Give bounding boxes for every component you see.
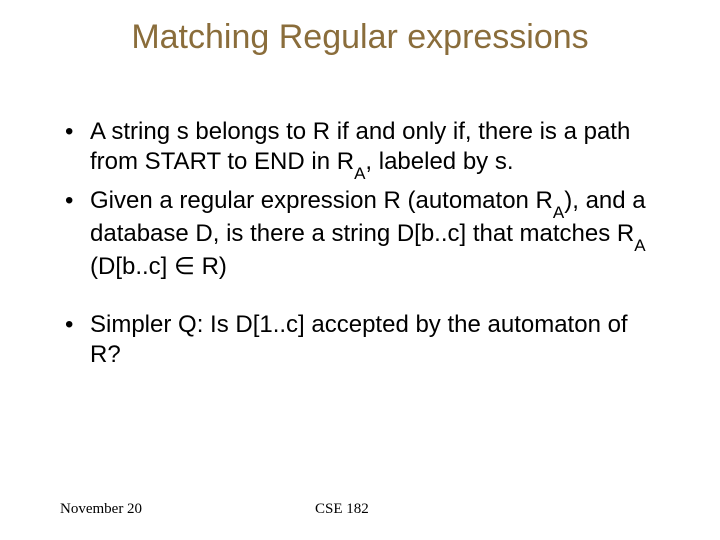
bullet-list: A string s belongs to R if and only if, … xyxy=(60,117,660,282)
footer-date: November 20 xyxy=(60,501,142,518)
subscript: A xyxy=(634,236,645,255)
bullet-text: Given a regular expression R (automaton … xyxy=(90,187,553,214)
bullet-text: (D[b..c] ∈ R) xyxy=(90,253,227,280)
subscript: A xyxy=(354,164,365,183)
bullet-text: , labeled by s. xyxy=(365,148,513,175)
bullet-item: Given a regular expression R (automaton … xyxy=(60,186,660,282)
subscript: A xyxy=(553,203,564,222)
bullet-list: Simpler Q: Is D[1..c] accepted by the au… xyxy=(60,310,660,370)
spacer xyxy=(60,288,660,310)
bullet-text: Simpler Q: Is D[1..c] accepted by the au… xyxy=(90,311,628,368)
bullet-item: A string s belongs to R if and only if, … xyxy=(60,117,660,180)
slide-body: A string s belongs to R if and only if, … xyxy=(0,57,720,370)
bullet-item: Simpler Q: Is D[1..c] accepted by the au… xyxy=(60,310,660,370)
footer-course: CSE 182 xyxy=(315,501,369,518)
slide-title: Matching Regular expressions xyxy=(0,0,720,57)
